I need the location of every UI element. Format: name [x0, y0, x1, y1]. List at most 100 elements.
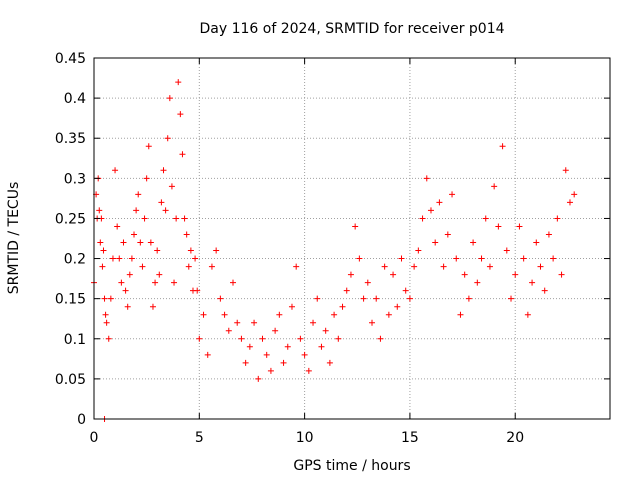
data-point	[415, 247, 422, 254]
y-tick-label: 0.2	[64, 252, 86, 268]
data-point	[112, 167, 119, 174]
x-tick-label: 20	[506, 430, 524, 446]
data-point	[200, 311, 207, 318]
data-point	[194, 287, 201, 294]
axis-ticks: 0 0.05 0.1 0.15 0.2 0.25 0.3 0.35 0.4 0.45 0 5 10 15 2…	[55, 51, 610, 446]
data-point	[520, 255, 527, 262]
data-point	[436, 199, 443, 206]
y-tick-label: 0.4	[64, 91, 86, 107]
data-point	[360, 295, 367, 302]
data-point	[314, 295, 321, 302]
data-point	[301, 351, 308, 358]
data-point	[550, 255, 557, 262]
data-point	[545, 231, 552, 238]
data-point	[516, 223, 523, 230]
data-point	[185, 263, 192, 270]
data-point	[166, 95, 173, 102]
data-point	[537, 263, 544, 270]
data-point	[162, 207, 169, 214]
data-point	[335, 335, 342, 342]
data-point	[423, 175, 430, 182]
data-point	[356, 255, 363, 262]
data-point	[305, 367, 312, 374]
data-point	[204, 351, 211, 358]
data-point	[419, 215, 426, 222]
y-tick-label: 0	[77, 412, 86, 428]
data-point	[276, 311, 283, 318]
data-point	[154, 247, 161, 254]
y-tick-label: 0.05	[55, 372, 86, 388]
x-tick-label: 10	[296, 430, 314, 446]
data-point	[168, 183, 175, 190]
data-point	[381, 263, 388, 270]
data-point	[175, 79, 182, 86]
data-point	[390, 271, 397, 278]
data-point	[234, 319, 241, 326]
data-point	[137, 239, 144, 246]
data-point	[310, 319, 317, 326]
data-point	[377, 335, 384, 342]
data-point	[272, 327, 279, 334]
y-tick-label: 0.3	[64, 171, 86, 187]
data-point	[105, 335, 112, 342]
data-point	[495, 223, 502, 230]
data-point	[398, 255, 405, 262]
data-point	[503, 247, 510, 254]
data-point	[133, 207, 140, 214]
data-point	[164, 135, 171, 142]
data-point	[465, 295, 472, 302]
data-point	[238, 335, 245, 342]
data-point	[318, 343, 325, 350]
data-point	[571, 191, 578, 198]
data-point	[478, 255, 485, 262]
data-point	[187, 247, 194, 254]
data-point	[524, 311, 531, 318]
data-point	[116, 255, 123, 262]
data-point	[147, 239, 154, 246]
data-point	[453, 255, 460, 262]
data-point	[280, 359, 287, 366]
data-point	[246, 343, 253, 350]
y-tick-label: 0.15	[55, 292, 86, 308]
data-point	[124, 303, 131, 310]
data-point	[103, 319, 110, 326]
data-point	[259, 335, 266, 342]
data-point	[566, 199, 573, 206]
data-point	[339, 303, 346, 310]
data-point	[156, 271, 163, 278]
data-point	[181, 215, 188, 222]
y-tick-label: 0.35	[55, 131, 86, 147]
data-point	[221, 311, 228, 318]
data-point	[99, 263, 106, 270]
data-point	[470, 239, 477, 246]
data-point	[267, 367, 274, 374]
data-point	[284, 343, 291, 350]
data-point	[230, 279, 237, 286]
data-point	[118, 279, 125, 286]
data-point	[120, 239, 127, 246]
x-tick-label: 5	[195, 430, 204, 446]
data-point	[107, 295, 114, 302]
data-point	[533, 239, 540, 246]
x-tick-label: 0	[90, 430, 99, 446]
data-point	[192, 255, 199, 262]
data-point	[558, 271, 565, 278]
data-point	[373, 295, 380, 302]
data-point	[135, 191, 142, 198]
data-point	[449, 191, 456, 198]
data-point	[160, 167, 167, 174]
data-point	[444, 231, 451, 238]
x-tick-label: 15	[401, 430, 419, 446]
y-tick-label: 0.25	[55, 211, 86, 227]
data-point	[343, 287, 350, 294]
data-point	[143, 175, 150, 182]
data-point	[541, 287, 548, 294]
data-point	[145, 143, 152, 150]
data-point	[208, 263, 215, 270]
data-point	[529, 279, 536, 286]
data-point	[196, 335, 203, 342]
data-point	[263, 351, 270, 358]
data-point	[179, 151, 186, 158]
